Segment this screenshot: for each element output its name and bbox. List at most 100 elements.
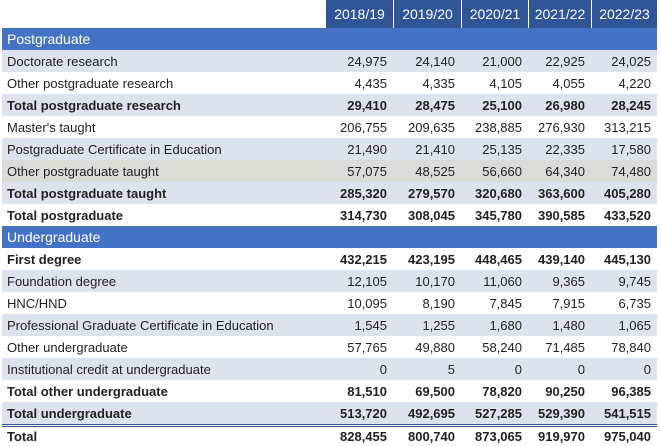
cell-value: 206,755 [340, 119, 387, 135]
row-label: Master's taught [7, 119, 96, 135]
row-label: Professional Graduate Certificate in Edu… [7, 317, 274, 333]
column-header: 2018/19 [325, 0, 393, 28]
cell-value: 4,435 [354, 75, 387, 91]
cell-value: 0 [514, 361, 522, 377]
cell-value: 828,455 [340, 429, 387, 444]
cell-value: 919,970 [538, 429, 585, 444]
table-row: Other postgraduate research 4,435 4,335 4,1… [2, 72, 657, 94]
table-row: Other postgraduate taught 57,075 48,525 56,… [2, 160, 657, 182]
cell-value: 25,100 [482, 97, 522, 113]
cell-value: 24,975 [347, 53, 387, 69]
cell-value: 445,130 [604, 251, 651, 267]
section-title: Undergraduate [7, 229, 101, 245]
table-row: Master's taught 206,755 209,635 238,885 276,… [2, 116, 657, 138]
cell-value: 432,215 [340, 251, 387, 267]
table-row: Foundation degree 12,105 10,170 11,060 9,365… [2, 270, 657, 292]
cell-value: 22,925 [545, 53, 585, 69]
cell-value: 313,215 [604, 119, 651, 135]
cell-value: 9,365 [552, 273, 585, 289]
cell-value: 7,845 [489, 295, 522, 311]
cell-value: 17,580 [611, 141, 651, 157]
cell-value: 320,680 [475, 185, 522, 201]
cell-value: 448,465 [475, 251, 522, 267]
cell-value: 28,475 [415, 97, 455, 113]
cell-value: 78,820 [482, 383, 522, 399]
cell-value: 800,740 [408, 429, 455, 444]
row-label: Other postgraduate taught [7, 163, 159, 179]
cell-value: 48,525 [415, 163, 455, 179]
cell-value: 96,385 [611, 383, 651, 399]
cell-value: 25,135 [482, 141, 522, 157]
row-label: Foundation degree [7, 273, 117, 289]
cell-value: 276,930 [538, 119, 585, 135]
cell-value: 64,340 [545, 163, 585, 179]
cell-value: 69,500 [415, 383, 455, 399]
cell-value: 314,730 [340, 207, 387, 223]
cell-value: 209,635 [408, 119, 455, 135]
table-row: HNC/HND 10,095 8,190 7,845 7,915 6,735 [2, 292, 657, 314]
cell-value: 0 [643, 361, 651, 377]
cell-value: 81,510 [347, 383, 387, 399]
table-row: Total postgraduate 314,730 308,045 345,780 3… [2, 204, 657, 226]
row-label: Institutional credit at undergraduate [7, 361, 211, 377]
table-row: Total other undergraduate 81,510 69,500 78,… [2, 380, 657, 402]
cell-value: 78,840 [611, 339, 651, 355]
cell-value: 21,410 [415, 141, 455, 157]
row-label: Other postgraduate research [7, 75, 174, 91]
cell-value: 363,600 [538, 185, 585, 201]
table-row: Professional Graduate Certificate in Edu… [2, 314, 657, 336]
cell-value: 7,915 [552, 295, 585, 311]
cell-value: 74,480 [611, 163, 651, 179]
cell-value: 8,190 [422, 295, 455, 311]
row-label: First degree [7, 251, 82, 267]
cell-value: 22,335 [545, 141, 585, 157]
cell-value: 238,885 [475, 119, 522, 135]
cell-value: 90,250 [545, 383, 585, 399]
table-row: Postgraduate Certificate in Education 21,… [2, 138, 657, 160]
cell-value: 1,545 [354, 317, 387, 333]
cell-value: 390,585 [538, 207, 585, 223]
cell-value: 24,140 [415, 53, 455, 69]
cell-value: 21,490 [347, 141, 387, 157]
cell-value: 4,105 [489, 75, 522, 91]
row-label: Total postgraduate [7, 207, 124, 223]
section-row: Undergraduate [2, 226, 657, 248]
row-label: Other undergraduate [7, 339, 128, 355]
cell-value: 5 [447, 361, 455, 377]
cell-value: 492,695 [408, 405, 455, 421]
table-row: Total postgraduate taught 285,320 279,570 3… [2, 182, 657, 204]
cell-value: 345,780 [475, 207, 522, 223]
cell-value: 4,335 [422, 75, 455, 91]
header-row: 2018/19 2019/20 2020/21 2021/22 2022/23 [2, 0, 657, 28]
cell-value: 513,720 [340, 405, 387, 421]
row-label: Doctorate research [7, 53, 118, 69]
cell-value: 279,570 [408, 185, 455, 201]
table-row: Other undergraduate 57,765 49,880 58,240 71,… [2, 336, 657, 358]
column-header: 2020/21 [461, 0, 528, 28]
cell-value: 21,000 [482, 53, 522, 69]
cell-value: 1,255 [422, 317, 455, 333]
row-label: Total postgraduate taught [7, 185, 167, 201]
cell-value: 11,060 [483, 273, 522, 289]
table-row: Institutional credit at undergraduate 0 5 0… [2, 358, 657, 380]
section-row: Postgraduate [2, 28, 657, 50]
cell-value: 541,515 [604, 405, 651, 421]
cell-value: 529,390 [538, 405, 585, 421]
cell-value: 71,485 [545, 339, 585, 355]
cell-value: 433,520 [604, 207, 651, 223]
table-row: Total postgraduate research 29,410 28,475 2… [2, 94, 657, 116]
cell-value: 1,680 [489, 317, 522, 333]
cell-value: 423,195 [408, 251, 455, 267]
cell-value: 24,025 [611, 53, 651, 69]
cell-value: 57,765 [347, 339, 387, 355]
cell-value: 29,410 [347, 97, 387, 113]
row-label: Total other undergraduate [7, 383, 168, 399]
table-row: Doctorate research 24,975 24,140 21,000 22,9… [2, 50, 657, 72]
section-title: Postgraduate [7, 31, 91, 47]
column-header: 2022/23 [591, 0, 657, 28]
table-row: Total undergraduate 513,720 492,695 527,285… [2, 402, 657, 424]
cell-value: 58,240 [482, 339, 522, 355]
cell-value: 0 [577, 361, 585, 377]
